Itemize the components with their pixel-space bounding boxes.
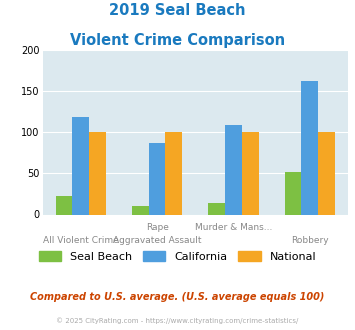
Bar bbox=[72, 117, 89, 214]
Bar bbox=[301, 81, 318, 214]
Text: Murder & Mans...: Murder & Mans... bbox=[195, 223, 272, 232]
Text: Violent Crime Comparison: Violent Crime Comparison bbox=[70, 33, 285, 48]
Text: All Violent Crime: All Violent Crime bbox=[43, 236, 119, 245]
Bar bbox=[165, 132, 182, 214]
Bar bbox=[56, 196, 72, 214]
Bar bbox=[318, 132, 335, 214]
Text: Robbery: Robbery bbox=[291, 236, 328, 245]
Text: Rape: Rape bbox=[146, 223, 169, 232]
Bar bbox=[285, 172, 301, 214]
Bar bbox=[242, 132, 258, 214]
Text: Compared to U.S. average. (U.S. average equals 100): Compared to U.S. average. (U.S. average … bbox=[30, 292, 325, 302]
Bar bbox=[208, 203, 225, 214]
Bar bbox=[89, 132, 106, 214]
Text: 2019 Seal Beach: 2019 Seal Beach bbox=[109, 3, 246, 18]
Text: Aggravated Assault: Aggravated Assault bbox=[113, 236, 201, 245]
Legend: Seal Beach, California, National: Seal Beach, California, National bbox=[34, 247, 321, 267]
Bar bbox=[132, 206, 149, 214]
Bar bbox=[225, 125, 242, 214]
Bar bbox=[149, 143, 165, 214]
Text: © 2025 CityRating.com - https://www.cityrating.com/crime-statistics/: © 2025 CityRating.com - https://www.city… bbox=[56, 317, 299, 324]
